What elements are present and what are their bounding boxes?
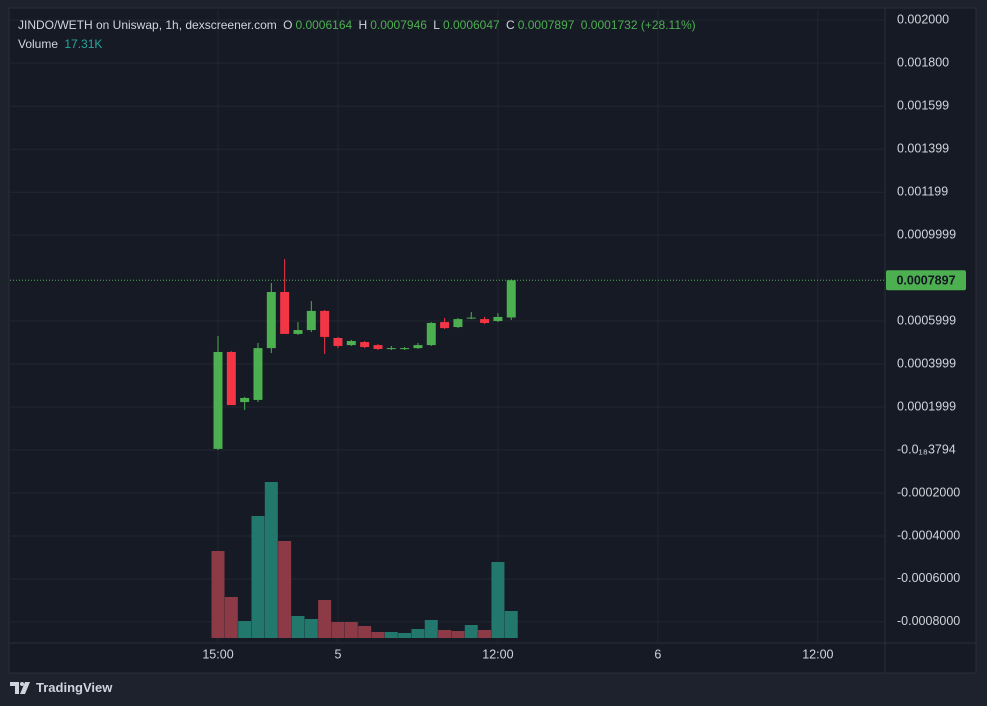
candle-body: [293, 330, 303, 334]
legend: JINDO/WETH on Uniswap, 1h, dexscreener.c…: [18, 16, 699, 54]
x-tick-label: 6: [654, 647, 661, 661]
volume-bar: [371, 631, 385, 638]
candle-body: [266, 292, 276, 349]
ohlc-label: H: [358, 18, 368, 32]
candle-body: [280, 292, 290, 334]
volume-bar: [278, 540, 292, 638]
volume-bar: [411, 628, 425, 638]
volume-bar: [424, 619, 438, 638]
candle-body: [253, 348, 263, 400]
y-tick-label: -0.0002000: [897, 485, 960, 499]
volume-value: 17.31K: [64, 37, 103, 51]
ohlc-value: 0.0007946: [370, 18, 427, 32]
candle-body: [240, 397, 250, 403]
y-tick-label: 0.0009999: [897, 227, 956, 241]
volume-bar: [211, 550, 225, 638]
volume-bar: [238, 620, 252, 638]
candle-body: [306, 310, 316, 331]
legend-row: Volume 17.31K: [18, 35, 699, 54]
candle-body: [386, 348, 396, 350]
candle-body: [426, 322, 436, 346]
volume-bar: [478, 629, 492, 638]
y-tick-label: -0.0006000: [897, 571, 960, 585]
volume-bar: [264, 482, 278, 638]
change: 0.0001732 (+28.11%): [580, 18, 696, 32]
last-price-box: [886, 270, 966, 291]
y-tick-label: 0.001800: [897, 55, 949, 69]
volume-bar: [318, 599, 332, 638]
ohlc-value: 0.0006164: [295, 18, 353, 32]
title: JINDO/WETH on Uniswap, 1h, dexscreener.c…: [18, 18, 277, 32]
candle-body: [480, 319, 490, 323]
candle-body: [453, 319, 463, 328]
legend-row: JINDO/WETH on Uniswap, 1h, dexscreener.c…: [18, 16, 699, 35]
last-price-label: 0.0007897: [896, 274, 955, 288]
x-tick-label: 12:00: [482, 647, 513, 661]
volume-bar: [344, 621, 358, 638]
y-tick-label: -0.0₁₈3794: [897, 442, 956, 456]
volume-bar: [438, 629, 452, 638]
x-tick-label: 5: [334, 647, 341, 661]
candle-body: [506, 280, 516, 318]
candle-body: [373, 345, 383, 349]
volume-bar: [331, 621, 345, 638]
y-tick-label: 0.002000: [897, 12, 949, 26]
candle-body: [213, 351, 223, 449]
volume-bar: [384, 631, 398, 638]
y-tick-label: 0.001599: [897, 99, 949, 113]
candle-body: [440, 322, 450, 329]
candle-body: [226, 351, 236, 406]
volume-bar: [464, 625, 478, 638]
candle-body: [400, 348, 410, 350]
y-tick-label: 0.0001999: [897, 399, 956, 413]
volume-bar: [291, 616, 305, 638]
y-tick-label: -0.0008000: [897, 614, 960, 628]
y-tick-label: 0.0003999: [897, 356, 956, 370]
ohlc-value: 0.0007897: [517, 18, 575, 32]
candle-body: [360, 342, 370, 348]
x-tick-label: 15:00: [202, 647, 233, 661]
volume-bar: [224, 597, 238, 638]
candle-body: [466, 317, 476, 319]
volume-bar: [504, 610, 518, 638]
volume-bar: [491, 561, 505, 638]
volume-bar: [304, 618, 318, 638]
brand-name: TradingView: [36, 680, 113, 695]
branding[interactable]: TradingView: [10, 680, 112, 695]
ohlc-label: O: [283, 18, 293, 32]
candle-body: [333, 337, 343, 346]
volume-bar: [398, 632, 412, 638]
y-tick-label: 0.001399: [897, 142, 949, 156]
candle-body: [493, 316, 503, 322]
volume-bar: [358, 626, 372, 638]
candle-body: [413, 345, 423, 349]
volume-bar: [251, 516, 265, 638]
y-tick-label: 0.0005999: [897, 313, 956, 327]
ohlc-label: L: [433, 18, 440, 32]
x-tick-label: 12:00: [802, 647, 833, 661]
y-tick-label: 0.001199: [897, 185, 948, 199]
candle-body: [346, 341, 356, 346]
y-tick-label: -0.0004000: [897, 528, 960, 542]
volume-name: Volume: [18, 37, 59, 51]
candle-body: [320, 310, 330, 337]
ohlc-value: 0.0006047: [442, 18, 500, 32]
volume-bar: [451, 630, 465, 638]
ohlc-label: C: [506, 18, 515, 32]
logo: [10, 681, 30, 694]
